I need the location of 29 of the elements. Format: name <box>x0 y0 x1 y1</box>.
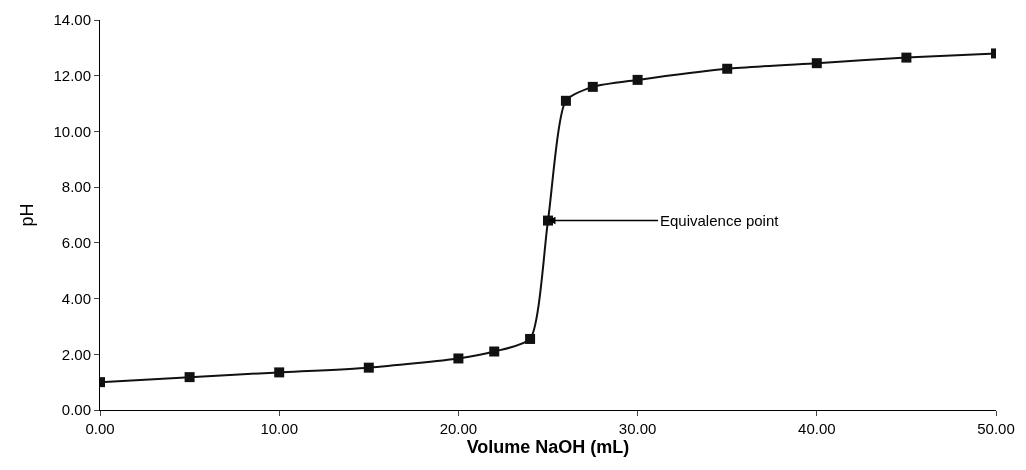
y-tick-label: 12.00 <box>53 66 91 84</box>
point <box>722 63 733 74</box>
x-tick-label: 0.00 <box>85 420 115 437</box>
point <box>587 81 598 92</box>
y-tick-label: 10.00 <box>53 122 91 140</box>
point <box>525 333 536 344</box>
point <box>274 367 285 378</box>
point <box>489 346 500 357</box>
y-axis-title: pH <box>16 203 37 227</box>
y-tick-label: 2.00 <box>61 345 91 363</box>
y-tick-label: 4.00 <box>61 289 91 307</box>
x-axis-title: Volume NaOH (mL) <box>466 437 630 457</box>
point <box>901 52 912 63</box>
point <box>811 58 822 69</box>
point <box>632 74 643 85</box>
y-tick-label: 0.00 <box>61 401 91 419</box>
annotation: Equivalence point <box>660 212 780 229</box>
point <box>560 95 571 106</box>
point <box>363 362 374 373</box>
y-tick-label: 14.00 <box>53 11 91 29</box>
point <box>453 353 464 364</box>
x-tick-label: 20.00 <box>439 420 478 437</box>
x-tick-label: 50.00 <box>977 420 1015 437</box>
point <box>184 372 195 383</box>
y-tick-label: 6.00 <box>61 234 91 252</box>
x-tick-label: 40.00 <box>798 420 836 437</box>
x-tick-label: 30.00 <box>618 420 657 437</box>
y-tick-label: 8.00 <box>61 178 91 196</box>
x-tick-label: 10.00 <box>260 420 298 437</box>
